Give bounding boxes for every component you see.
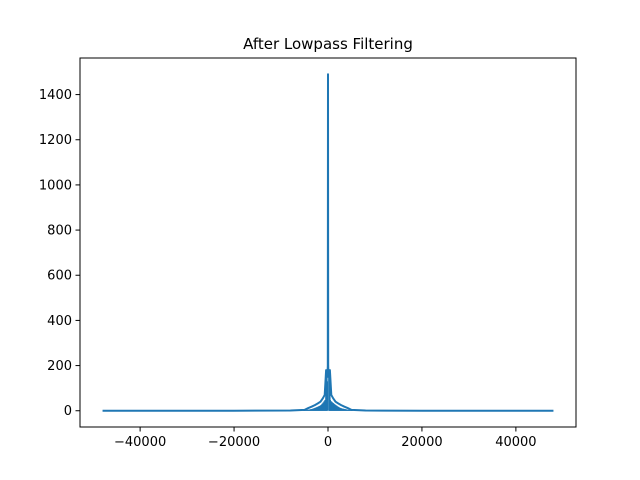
x-tick-label: −20000 <box>208 435 260 450</box>
y-tick-label: 1000 <box>39 178 72 193</box>
axes: −40000 −20000 0 20000 40000 0 200 400 600 800 1000… <box>39 57 577 450</box>
y-tick-label: 400 <box>47 314 72 329</box>
y-tick-label: 0 <box>64 404 72 419</box>
x-tick-label: 20000 <box>401 435 442 450</box>
spectrum-band <box>302 370 353 411</box>
series-line-0 <box>102 73 554 412</box>
x-tick-label: 40000 <box>495 435 536 450</box>
plot-area <box>102 73 554 412</box>
y-tick-label: 200 <box>47 359 72 374</box>
x-tick-label: 0 <box>324 435 332 450</box>
x-tick-label: −40000 <box>114 435 166 450</box>
chart-title: After Lowpass Filtering <box>243 35 413 53</box>
y-tick-label: 800 <box>47 224 72 239</box>
y-tick-label: 1200 <box>39 133 72 148</box>
y-tick-label: 600 <box>47 269 72 284</box>
y-tick-label: 1400 <box>39 88 72 103</box>
